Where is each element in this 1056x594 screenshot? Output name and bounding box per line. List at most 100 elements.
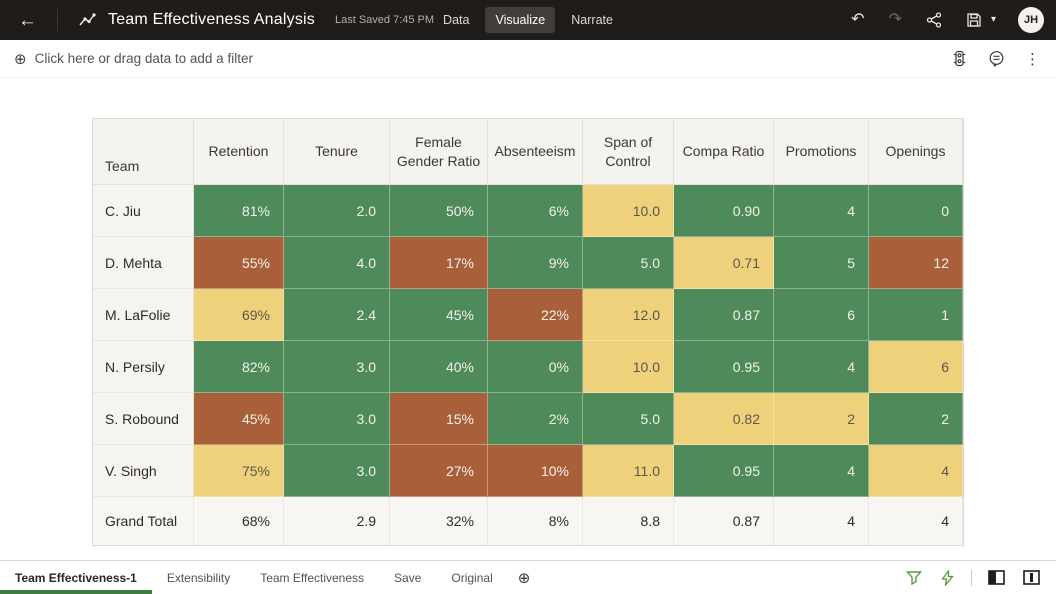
grand-total-cell[interactable]: 2.9 bbox=[284, 497, 390, 545]
value-cell[interactable]: 6 bbox=[869, 341, 963, 393]
value-cell[interactable]: 81% bbox=[194, 185, 284, 237]
value-cell[interactable]: 12.0 bbox=[583, 289, 674, 341]
back-icon[interactable]: ← bbox=[12, 9, 43, 32]
value-cell[interactable]: 2 bbox=[774, 393, 869, 445]
panel-split-icon[interactable] bbox=[1021, 568, 1042, 587]
value-cell[interactable]: 6% bbox=[488, 185, 583, 237]
heatmap-table: Team Retention Tenure Female Gender Ratio Ab… bbox=[92, 118, 964, 546]
value-cell[interactable]: 4 bbox=[774, 445, 869, 497]
panel-left-icon[interactable] bbox=[986, 568, 1007, 587]
column-header-compa-ratio[interactable]: Compa Ratio bbox=[674, 119, 774, 185]
value-cell[interactable]: 4 bbox=[774, 185, 869, 237]
value-cell[interactable]: 69% bbox=[194, 289, 284, 341]
redo-icon[interactable]: ↷ bbox=[888, 11, 902, 28]
value-cell[interactable]: 17% bbox=[390, 237, 488, 289]
mode-tabs: Data Visualize Narrate bbox=[433, 7, 623, 33]
page-tab-team-effectiveness[interactable]: Team Effectiveness bbox=[245, 561, 379, 594]
value-cell[interactable]: 0.71 bbox=[674, 237, 774, 289]
team-cell[interactable]: D. Mehta bbox=[93, 237, 194, 289]
value-cell[interactable]: 0% bbox=[488, 341, 583, 393]
tab-narrate[interactable]: Narrate bbox=[561, 7, 623, 33]
grand-total-cell[interactable]: 4 bbox=[774, 497, 869, 545]
value-cell[interactable]: 45% bbox=[194, 393, 284, 445]
value-cell[interactable]: 45% bbox=[390, 289, 488, 341]
column-header-promotions[interactable]: Promotions bbox=[774, 119, 869, 185]
column-header-span-of-control[interactable]: Span of Control bbox=[583, 119, 674, 185]
value-cell[interactable]: 4 bbox=[774, 341, 869, 393]
avatar[interactable]: JH bbox=[1018, 7, 1044, 33]
value-cell[interactable]: 2.0 bbox=[284, 185, 390, 237]
value-cell[interactable]: 2 bbox=[869, 393, 963, 445]
value-cell[interactable]: 1 bbox=[869, 289, 963, 341]
undo-icon[interactable]: ↶ bbox=[851, 11, 865, 28]
team-cell[interactable]: V. Singh bbox=[93, 445, 194, 497]
value-cell[interactable]: 2% bbox=[488, 393, 583, 445]
more-options-icon[interactable]: ⋮ bbox=[1023, 48, 1042, 70]
table-row: N. Persily 82% 3.0 40% 0% 10.0 0.95 4 6 bbox=[93, 341, 963, 393]
value-cell[interactable]: 75% bbox=[194, 445, 284, 497]
value-cell[interactable]: 5 bbox=[774, 237, 869, 289]
value-cell[interactable]: 4 bbox=[869, 445, 963, 497]
value-cell[interactable]: 3.0 bbox=[284, 393, 390, 445]
value-cell[interactable]: 40% bbox=[390, 341, 488, 393]
page-tab-original[interactable]: Original bbox=[436, 561, 507, 594]
value-cell[interactable]: 5.0 bbox=[583, 393, 674, 445]
filter-token-icon[interactable] bbox=[904, 568, 924, 588]
team-cell[interactable]: C. Jiu bbox=[93, 185, 194, 237]
value-cell[interactable]: 15% bbox=[390, 393, 488, 445]
team-cell[interactable]: N. Persily bbox=[93, 341, 194, 393]
page-tab-team-effectiveness-1[interactable]: Team Effectiveness-1 bbox=[0, 561, 152, 594]
filter-bar-actions: ⋮ bbox=[949, 48, 1042, 70]
column-header-team[interactable]: Team bbox=[93, 119, 194, 185]
grand-total-label[interactable]: Grand Total bbox=[93, 497, 194, 545]
save-icon[interactable] bbox=[964, 10, 984, 30]
add-filter-button[interactable]: ⊕ Click here or drag data to add a filte… bbox=[14, 50, 253, 68]
grand-total-cell[interactable]: 0.87 bbox=[674, 497, 774, 545]
column-header-female-gender-ratio[interactable]: Female Gender Ratio bbox=[390, 119, 488, 185]
value-cell[interactable]: 4.0 bbox=[284, 237, 390, 289]
value-cell[interactable]: 3.0 bbox=[284, 341, 390, 393]
save-caret-icon[interactable]: ▾ bbox=[990, 14, 996, 25]
page-tab-save[interactable]: Save bbox=[379, 561, 436, 594]
value-cell[interactable]: 0.95 bbox=[674, 341, 774, 393]
grand-total-cell[interactable]: 8% bbox=[488, 497, 583, 545]
value-cell[interactable]: 2.4 bbox=[284, 289, 390, 341]
value-cell[interactable]: 55% bbox=[194, 237, 284, 289]
value-cell[interactable]: 9% bbox=[488, 237, 583, 289]
value-cell[interactable]: 27% bbox=[390, 445, 488, 497]
value-cell[interactable]: 10.0 bbox=[583, 341, 674, 393]
tab-visualize[interactable]: Visualize bbox=[485, 7, 556, 33]
value-cell[interactable]: 5.0 bbox=[583, 237, 674, 289]
grand-total-cell[interactable]: 68% bbox=[194, 497, 284, 545]
value-cell[interactable]: 82% bbox=[194, 341, 284, 393]
page-tab-extensibility[interactable]: Extensibility bbox=[152, 561, 245, 594]
tab-data[interactable]: Data bbox=[433, 7, 479, 33]
team-cell[interactable]: M. LaFolie bbox=[93, 289, 194, 341]
add-page-icon[interactable]: ⊕ bbox=[508, 561, 541, 594]
value-cell[interactable]: 10.0 bbox=[583, 185, 674, 237]
value-cell[interactable]: 0.90 bbox=[674, 185, 774, 237]
comment-icon[interactable] bbox=[986, 48, 1007, 69]
grand-total-cell[interactable]: 8.8 bbox=[583, 497, 674, 545]
column-header-tenure[interactable]: Tenure bbox=[284, 119, 390, 185]
value-cell[interactable]: 0.82 bbox=[674, 393, 774, 445]
grand-total-cell[interactable]: 32% bbox=[390, 497, 488, 545]
column-header-absenteeism[interactable]: Absenteeism bbox=[488, 119, 583, 185]
value-cell[interactable]: 10% bbox=[488, 445, 583, 497]
value-cell[interactable]: 6 bbox=[774, 289, 869, 341]
column-header-openings[interactable]: Openings bbox=[869, 119, 963, 185]
grand-total-cell[interactable]: 4 bbox=[869, 497, 963, 545]
value-cell[interactable]: 22% bbox=[488, 289, 583, 341]
team-cell[interactable]: S. Robound bbox=[93, 393, 194, 445]
value-cell[interactable]: 0 bbox=[869, 185, 963, 237]
column-header-retention[interactable]: Retention bbox=[194, 119, 284, 185]
share-icon[interactable] bbox=[924, 10, 944, 30]
value-cell[interactable]: 0.87 bbox=[674, 289, 774, 341]
value-cell[interactable]: 50% bbox=[390, 185, 488, 237]
value-cell[interactable]: 11.0 bbox=[583, 445, 674, 497]
value-cell[interactable]: 0.95 bbox=[674, 445, 774, 497]
quick-actions-icon[interactable] bbox=[938, 568, 957, 588]
value-cell[interactable]: 12 bbox=[869, 237, 963, 289]
conditional-formatting-icon[interactable] bbox=[949, 48, 970, 69]
value-cell[interactable]: 3.0 bbox=[284, 445, 390, 497]
